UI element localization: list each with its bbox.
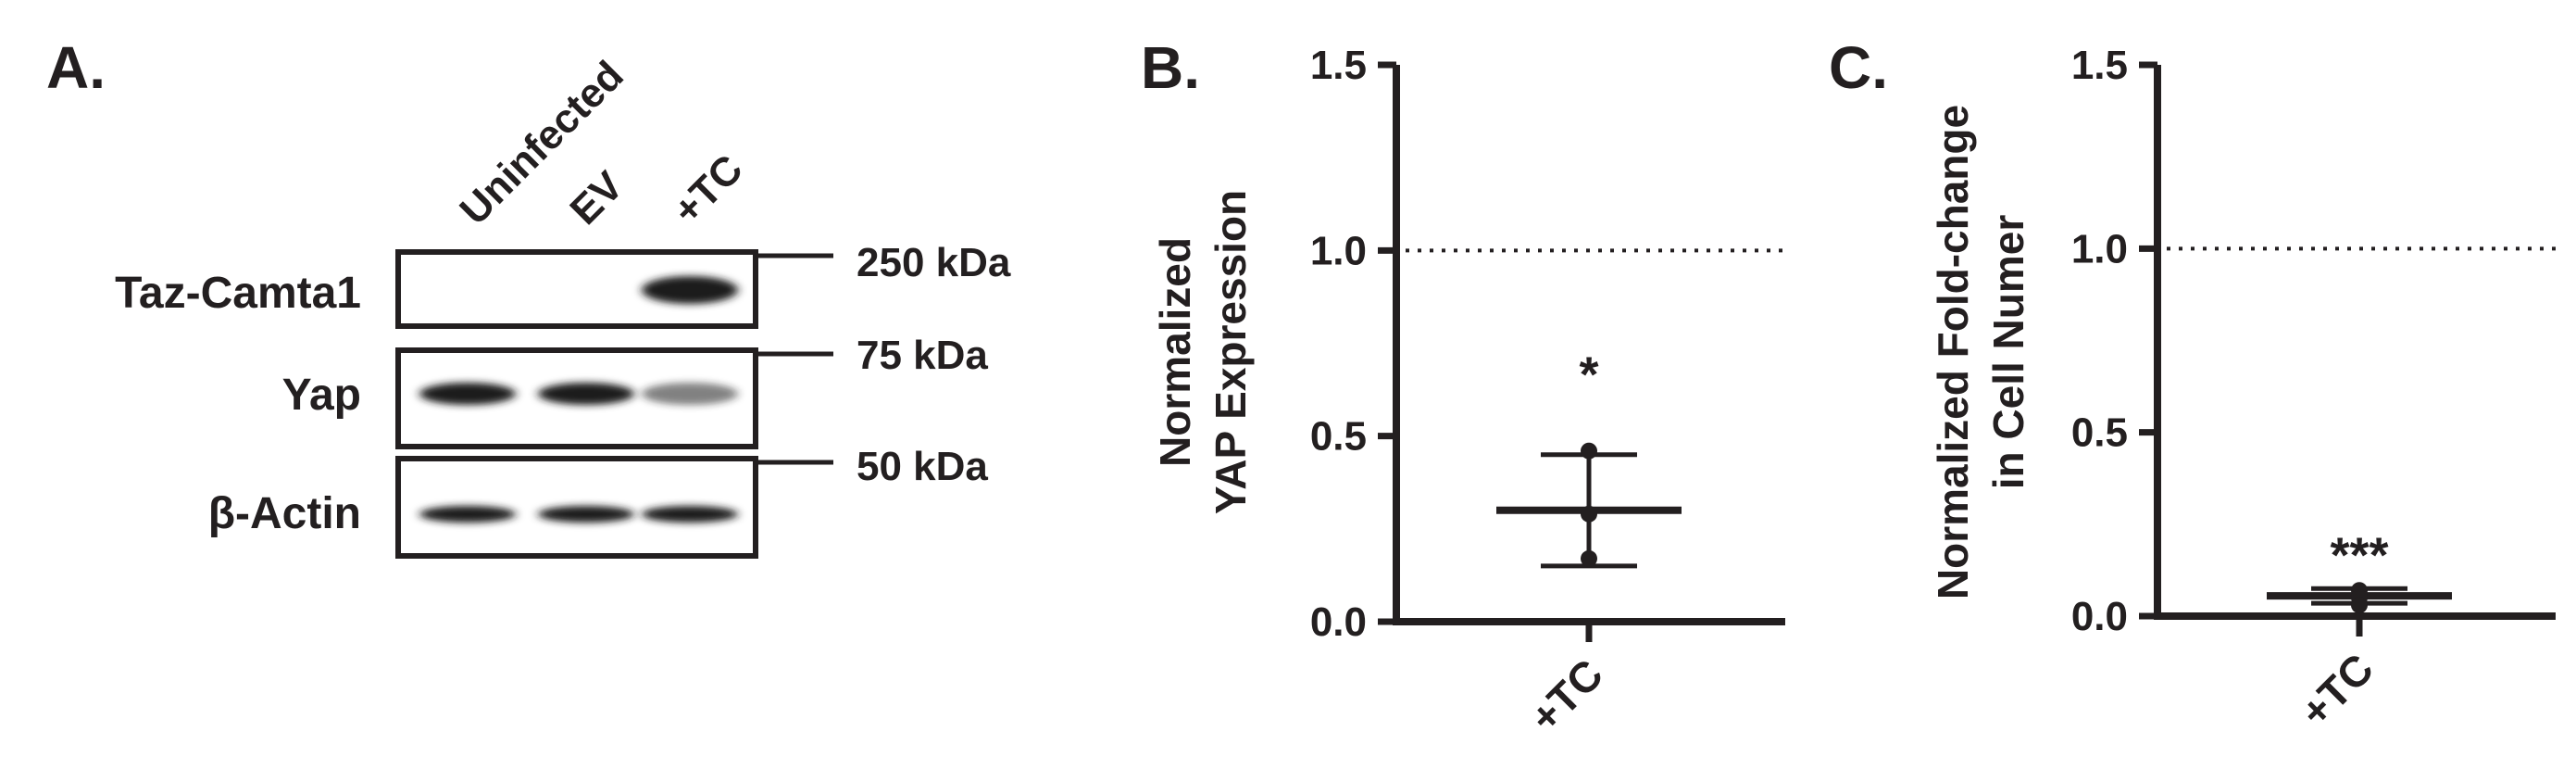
blot-label-beta-actin: β-Actin: [208, 489, 361, 538]
panel-b-label: B.: [1141, 34, 1200, 101]
blot-band: [642, 506, 738, 523]
panel-c: C. Normalized Fold-change in Cell Numer …: [1829, 34, 2556, 736]
significance-marker: *: [1579, 347, 1598, 403]
blot-band: [419, 383, 516, 405]
y-tick-label: 0.5: [2071, 410, 2128, 456]
blot-label-taz-camta1: Taz-Camta1: [115, 269, 361, 318]
significance-marker: ***: [2330, 527, 2388, 583]
blot-band: [538, 383, 634, 405]
x-tick-label: +TC: [2291, 644, 2382, 736]
panel-a: A. Uninfected EV +TC Taz-Camta1 Yap β-Ac…: [46, 34, 1011, 559]
panel-b-ylabel-line1: Normalized: [1151, 237, 1199, 467]
panel-c-label: C.: [1829, 34, 1888, 101]
panel-a-label: A.: [46, 34, 106, 101]
data-point: [1581, 442, 1597, 460]
y-tick-label: 1.0: [2071, 226, 2128, 271]
panel-b-ylabel: Normalized YAP Expression: [1151, 190, 1255, 514]
y-tick-label: 0.0: [2071, 594, 2128, 639]
blot-bands: [419, 276, 738, 523]
lane-label-ev: EV: [561, 162, 632, 233]
panel-c-ylabel-line1: Normalized Fold-change: [1929, 105, 1977, 599]
blot-band: [642, 276, 738, 304]
panel-c-ylabel: Normalized Fold-change in Cell Numer: [1929, 105, 2032, 599]
y-tick-label: 0.5: [1310, 414, 1367, 460]
marker-label-50: 50 kDa: [857, 444, 988, 489]
y-tick-label: 0.0: [1310, 599, 1367, 645]
blot-band: [538, 506, 634, 523]
lane-label-tc: +TC: [664, 146, 751, 233]
panel-c-ylabel-line2: in Cell Numer: [1984, 215, 2032, 490]
blot-label-yap: Yap: [282, 371, 361, 420]
marker-label-250: 250 kDa: [857, 240, 1011, 285]
blot-band: [642, 383, 738, 405]
panel-b: B. Normalized YAP Expression 0.0 0.5 1.0 1.…: [1141, 34, 1785, 741]
panel-b-plot: 0.0 0.5 1.0 1.5 +TC *: [1310, 43, 1785, 741]
data-point: [1581, 505, 1597, 523]
y-tick-label: 1.5: [2071, 43, 2128, 88]
y-tick-label: 1.5: [1310, 43, 1367, 88]
data-point: [2351, 597, 2368, 614]
panel-c-plot: 0.0 0.5 1.0 1.5 +TC ***: [2071, 43, 2556, 736]
blot-band: [419, 506, 516, 523]
y-tick-label: 1.0: [1310, 228, 1367, 273]
data-point: [1581, 549, 1597, 567]
panel-b-ylabel-line2: YAP Expression: [1207, 190, 1255, 514]
x-tick-label: +TC: [1520, 649, 1612, 741]
marker-label-75: 75 kDa: [857, 333, 988, 378]
